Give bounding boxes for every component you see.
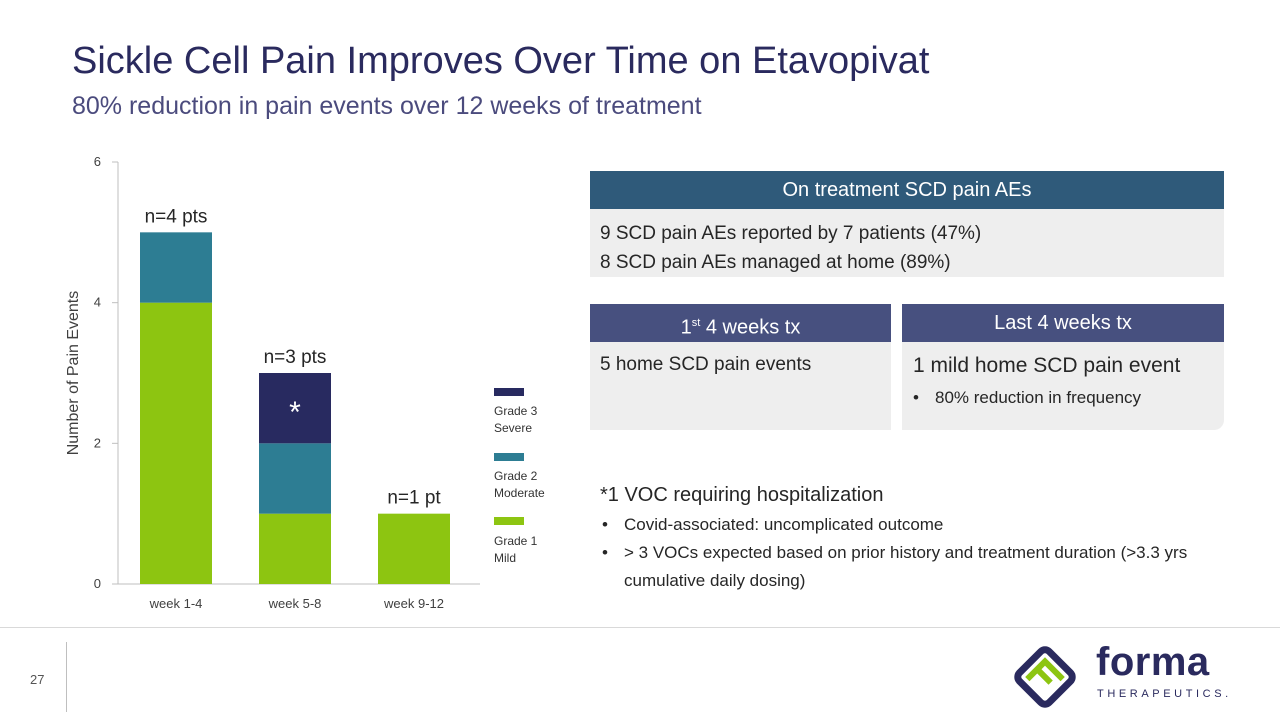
legend-label-grade-2: Grade 2 Moderate	[494, 468, 574, 502]
legend-grade-1-line-2: Mild	[494, 551, 517, 565]
y-tick-label: 2	[94, 435, 101, 450]
summary-line-2: 8 SCD pain AEs managed at home (89%)	[600, 252, 951, 273]
footnote-bullet-2: > 3 VOCs expected based on prior history…	[600, 539, 1240, 595]
first-weeks-header-prefix: 1	[680, 316, 692, 339]
y-tick-label: 4	[94, 295, 101, 310]
footnote-title: *1 VOC requiring hospitalization	[600, 484, 884, 506]
first-weeks-header-suffix: 4 weeks tx	[700, 316, 801, 339]
legend-grade-2-line-2: Moderate	[494, 486, 545, 500]
legend-grade-3-line-1: Grade 3	[494, 404, 538, 418]
footnote-block: *1 VOC requiring hospitalization Covid-a…	[600, 484, 1240, 595]
legend-grade-3-line-2: Severe	[494, 421, 533, 435]
page-number: 27	[30, 672, 45, 687]
y-tick-label: 6	[94, 154, 101, 169]
first-weeks-panel: 1st 4 weeks tx 5 home SCD pain events	[590, 304, 891, 430]
bar-week-5-8-grade-2	[259, 443, 331, 514]
page-subtitle: 80% reduction in pain events over 12 wee…	[72, 92, 702, 120]
logo-wordmark: forma	[1096, 640, 1210, 684]
bar-week-5-8-grade-3	[259, 373, 331, 444]
bar-week-1-4-grade-2	[140, 232, 212, 303]
summary-panel: On treatment SCD pain AEs 9 SCD pain AEs…	[590, 171, 1224, 277]
stacked-bar-chart: 0 2 4 6 Number of Pain Events n=4 pts week 1-4…	[65, 154, 480, 611]
x-tick-label: week 5-8	[268, 596, 322, 611]
legend-grade-2-line-1: Grade 2	[494, 469, 538, 483]
footer-vertical-divider	[66, 642, 67, 712]
forma-logo-icon	[1014, 646, 1076, 708]
logo-subtitle: THERAPEUTICS.	[1097, 688, 1232, 700]
legend-grade-1-line-1: Grade 1	[494, 534, 538, 548]
legend-swatch-grade-3	[494, 388, 524, 396]
last-weeks-bullet: 80% reduction in frequency	[913, 388, 1213, 408]
first-weeks-header: 1st 4 weeks tx	[590, 304, 891, 342]
legend-label-grade-1: Grade 1 Mild	[494, 533, 574, 567]
first-weeks-header-sup: st	[691, 317, 701, 329]
y-tick-label: 0	[94, 576, 101, 591]
legend-swatch-grade-2	[494, 453, 524, 461]
bar-week-9-12-grade-1	[378, 513, 450, 584]
summary-panel-body: 9 SCD pain AEs reported by 7 patients (4…	[590, 209, 1224, 277]
x-tick-label: week 9-12	[383, 596, 444, 611]
legend-label-grade-3: Grade 3 Severe	[494, 403, 574, 437]
bar-total-label: n=4 pts	[145, 206, 208, 227]
last-weeks-body: 1 mild home SCD pain event 80% reduction…	[902, 342, 1224, 430]
footnote-bullet-1: Covid-associated: uncomplicated outcome	[600, 511, 1240, 539]
y-axis-label: Number of Pain Events	[65, 291, 82, 456]
last-weeks-panel: Last 4 weeks tx 1 mild home SCD pain eve…	[902, 304, 1224, 430]
bar-annotation-asterisk: *	[289, 396, 301, 429]
bar-week-1-4-grade-1	[140, 302, 212, 584]
x-tick-label: week 1-4	[149, 596, 203, 611]
bar-total-label: n=3 pts	[264, 347, 327, 368]
bar-total-label: n=1 pt	[387, 488, 441, 509]
last-weeks-header: Last 4 weeks tx	[902, 304, 1224, 342]
footnote-list: Covid-associated: uncomplicated outcome …	[600, 511, 1240, 595]
bar-week-5-8-grade-1	[259, 513, 331, 584]
first-weeks-body: 5 home SCD pain events	[590, 342, 891, 430]
footer-divider	[0, 627, 1280, 628]
summary-line-1: 9 SCD pain AEs reported by 7 patients (4…	[600, 223, 982, 244]
summary-panel-header: On treatment SCD pain AEs	[590, 171, 1224, 209]
legend-swatch-grade-1	[494, 517, 524, 525]
last-weeks-main: 1 mild home SCD pain event	[913, 354, 1181, 377]
page-title: Sickle Cell Pain Improves Over Time on E…	[72, 40, 930, 82]
